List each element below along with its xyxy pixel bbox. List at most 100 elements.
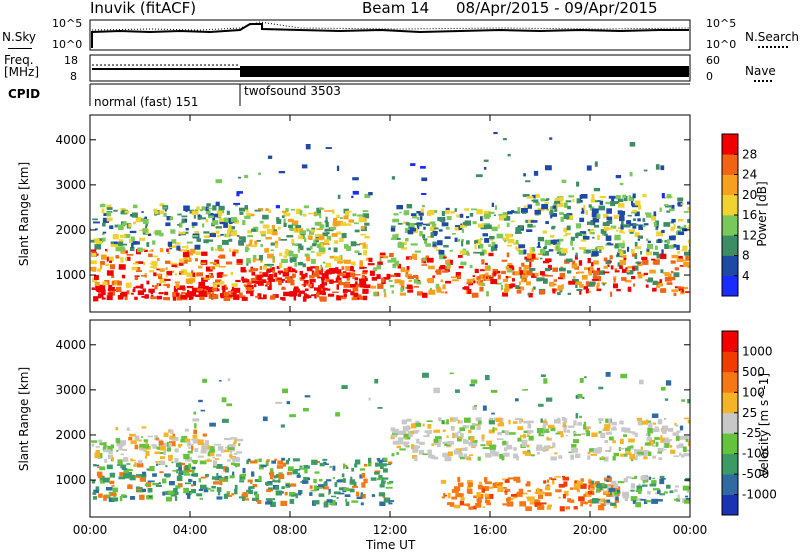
power-pixel <box>688 255 690 260</box>
power-pixel <box>592 217 600 223</box>
velocity-pixel <box>375 462 382 467</box>
power-pixel <box>248 269 253 273</box>
velocity-colorbar-label: 500 <box>742 365 765 379</box>
power-pixel <box>350 291 355 296</box>
velocity-pixel <box>341 385 348 389</box>
power-pixel <box>107 288 111 291</box>
power-pixel <box>550 214 553 219</box>
power-pixel <box>360 282 367 288</box>
power-pixel <box>392 263 397 269</box>
velocity-pixel <box>250 482 253 484</box>
power-pixel <box>324 210 331 212</box>
power-pixel <box>265 236 272 240</box>
velocity-pixel <box>273 480 281 483</box>
power-pixel <box>214 259 219 264</box>
power-pixel <box>156 295 163 300</box>
power-pixel <box>643 169 648 172</box>
velocity-pixel <box>576 489 580 493</box>
power-pixel <box>442 284 446 290</box>
power-pixel <box>429 226 436 232</box>
power-pixel <box>469 213 474 217</box>
power-pixel <box>488 276 493 279</box>
power-pixel <box>287 218 294 223</box>
velocity-pixel <box>136 463 144 468</box>
power-pixel <box>579 289 582 295</box>
power-pixel <box>151 260 158 266</box>
power-pixel <box>190 248 196 254</box>
velocity-pixel <box>598 431 602 434</box>
power-pixel <box>418 212 424 216</box>
velocity-pixel <box>254 479 262 482</box>
power-pixel <box>207 207 212 210</box>
power-pixel <box>192 272 195 277</box>
power-pixel <box>97 238 104 243</box>
power-pixel <box>204 290 212 295</box>
power-pixel <box>336 214 340 218</box>
power-pixel <box>349 284 356 288</box>
velocity-pixel <box>645 433 650 436</box>
power-pixel <box>295 225 302 228</box>
velocity-pixel <box>493 417 497 421</box>
power-pixel <box>575 284 578 288</box>
velocity-pixel <box>637 451 644 455</box>
velocity-pixel <box>606 493 614 497</box>
power-pixel <box>596 267 601 271</box>
power-pixel <box>174 281 180 284</box>
power-pixel <box>135 217 142 223</box>
velocity-pixel <box>107 446 113 452</box>
power-pixel <box>454 237 458 242</box>
power-pixel <box>309 281 312 285</box>
velocity-pixel <box>606 479 609 482</box>
power-pixel <box>528 292 533 298</box>
velocity-pixel <box>660 478 666 480</box>
power-pixel <box>343 215 349 220</box>
velocity-pixel <box>333 491 341 495</box>
power-pixel <box>659 207 662 212</box>
power-pixel <box>677 225 681 229</box>
power-pixel <box>474 251 481 254</box>
velocity-pixel <box>474 405 478 407</box>
power-pixel <box>303 205 309 209</box>
power-pixel <box>298 290 305 294</box>
power-pixel <box>325 216 328 223</box>
velocity-pixel <box>258 475 262 481</box>
velocity-pixel <box>331 495 336 498</box>
power-pixel <box>605 235 612 241</box>
velocity-pixel <box>645 500 652 503</box>
velocity-pixel <box>682 485 689 491</box>
velocity-pixel <box>207 487 211 490</box>
power-pixel <box>150 290 153 295</box>
velocity-pixel <box>130 496 136 500</box>
power-pixel <box>454 226 459 231</box>
velocity-pixel <box>623 477 628 483</box>
velocity-pixel <box>418 449 424 455</box>
velocity-pixel <box>536 446 543 451</box>
power-pixel <box>150 249 154 252</box>
velocity-pixel <box>229 450 233 454</box>
velocity-pixel <box>486 502 492 506</box>
power-pixel <box>310 266 317 269</box>
velocity-pixel <box>307 478 310 481</box>
power-pixel <box>106 217 113 222</box>
velocity-pixel <box>210 446 215 451</box>
velocity-pixel <box>145 450 150 456</box>
power-pixel <box>311 294 315 297</box>
power-pixel <box>202 223 205 228</box>
noise-trace <box>91 23 689 48</box>
power-pixel <box>124 233 131 239</box>
power-pixel <box>626 220 632 225</box>
velocity-pixel <box>129 433 136 437</box>
power-pixel <box>413 223 419 226</box>
velocity-pixel <box>110 444 114 449</box>
power-pixel <box>223 222 228 228</box>
velocity-pixel <box>170 429 174 434</box>
power-pixel <box>415 275 419 281</box>
velocity-pixel <box>203 487 209 493</box>
velocity-pixel <box>172 470 177 472</box>
velocity-pixel <box>108 450 113 455</box>
power-pixel <box>336 284 339 290</box>
velocity-pixel <box>265 501 272 505</box>
power-pixel <box>569 213 573 216</box>
power-pixel <box>345 272 351 278</box>
velocity-pixel <box>477 420 482 425</box>
